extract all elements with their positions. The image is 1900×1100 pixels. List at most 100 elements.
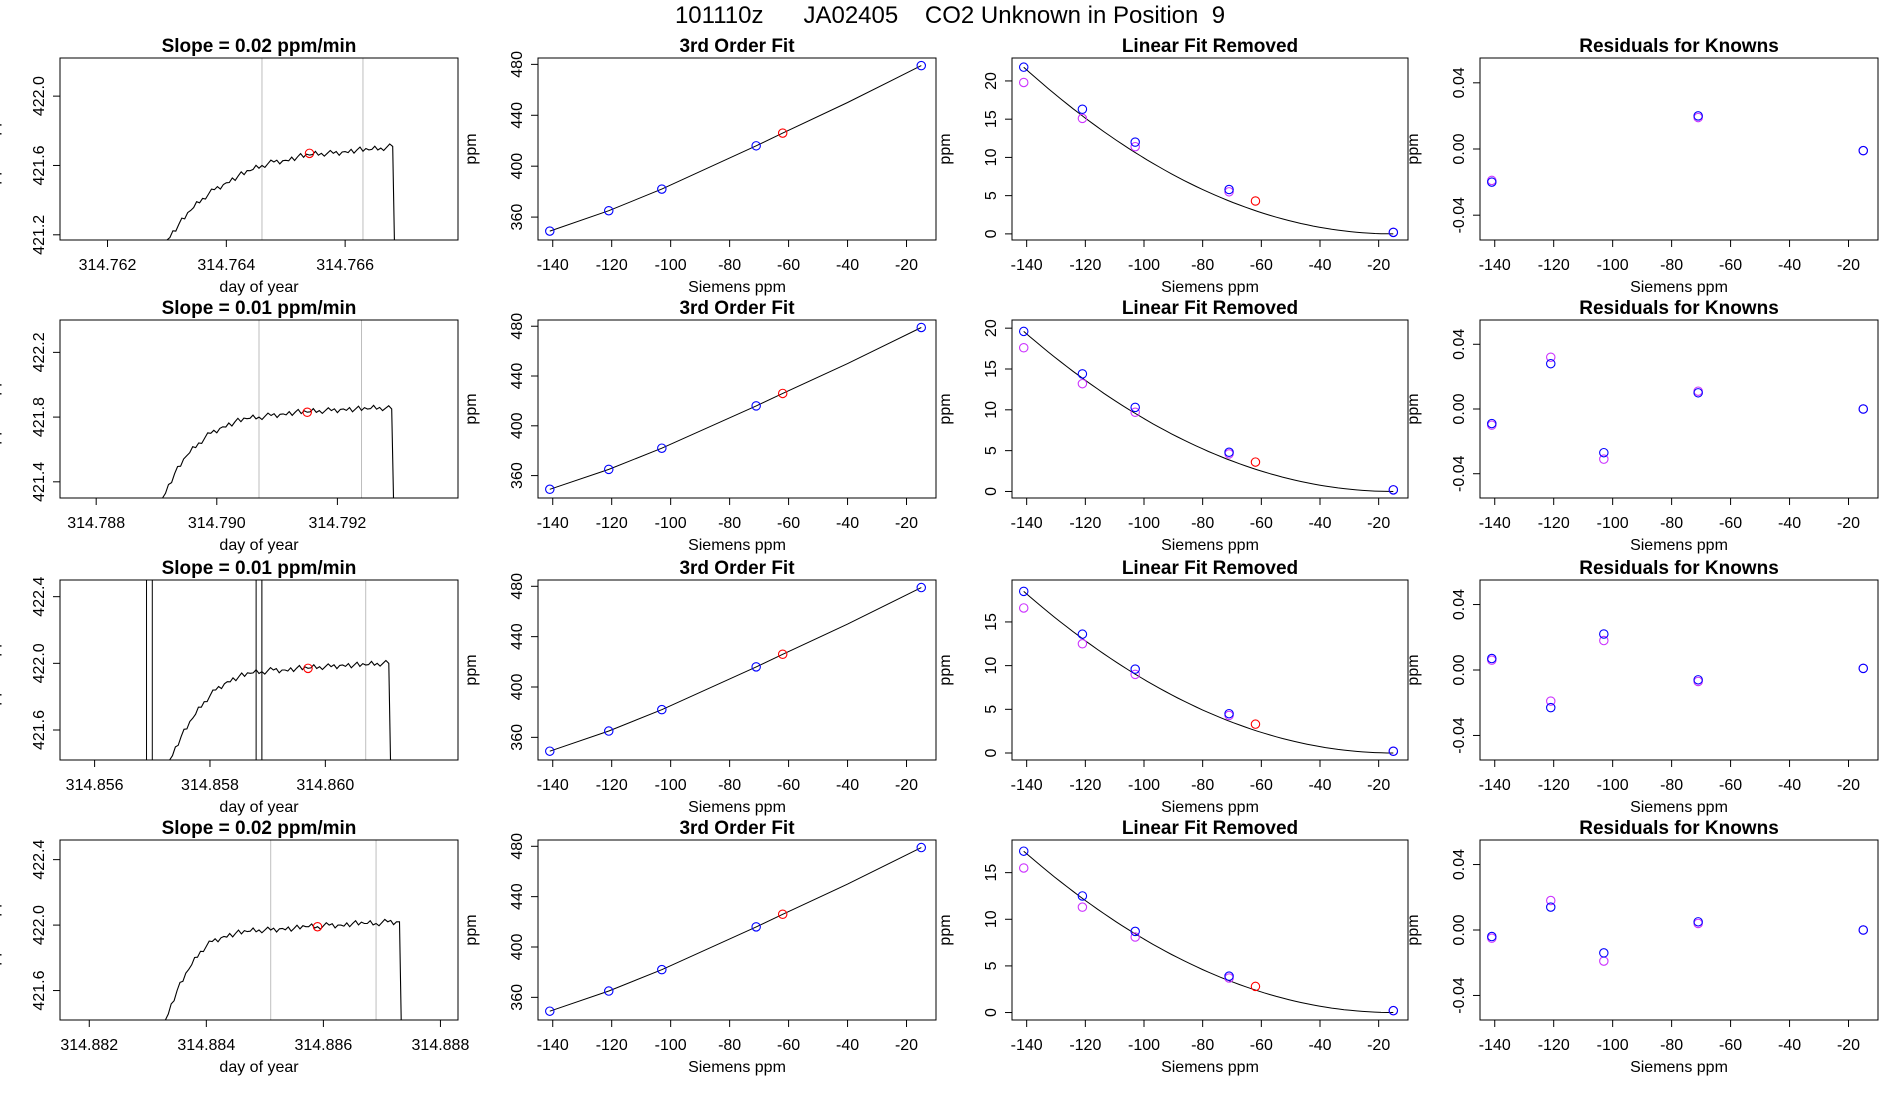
row2-resid-xtick-label: -120	[1538, 777, 1570, 794]
row1-linfit-xtick-label: -40	[1308, 515, 1331, 532]
row2-trace-xtick-label: 314.858	[181, 777, 239, 794]
known-standard-point	[1388, 1005, 1399, 1016]
row2-trace-ylabel: approx. ppm	[0, 626, 2, 715]
row1-linfit-xtick-label: -120	[1069, 515, 1101, 532]
known-standard-point-alt	[1018, 77, 1029, 88]
row3-linfit-title: Linear Fit Removed	[1122, 818, 1298, 839]
row3-cal-ytick-label: 400	[509, 934, 526, 961]
known-standard-point-alt	[1077, 902, 1088, 912]
row1-linfit-ytick-label: 15	[983, 360, 1000, 378]
row3-linfit-xtick-label: -20	[1367, 1037, 1390, 1054]
row0-cal-ytick-label: 480	[509, 51, 526, 78]
known-standard-point-alt	[1130, 407, 1140, 418]
row2-linfit-ytick-label: 10	[983, 657, 1000, 675]
residual-point	[1858, 663, 1869, 674]
row1-cal-frame	[537, 319, 937, 499]
row1-resid-xtick-label: -140	[1479, 515, 1511, 532]
row3-cal-xtick-label: -120	[596, 1037, 628, 1054]
row2-linfit-ytick-label: 0	[983, 748, 1000, 757]
row2-cal-xlabel: Siemens ppm	[688, 799, 786, 816]
known-standard-point	[1077, 891, 1088, 901]
row1-cal-xtick-label: -40	[836, 515, 859, 532]
known-standard-point-alt	[1130, 669, 1140, 680]
known-standard-point	[604, 464, 614, 475]
row1-resid-frame	[1479, 319, 1879, 499]
row1-linfit-xtick-label: -60	[1250, 515, 1273, 532]
fit-curve	[549, 587, 922, 752]
row1-cal-xtick-label: -140	[537, 515, 569, 532]
row3-cal-ylabel: ppm	[463, 914, 480, 945]
fit-curve	[1023, 850, 1394, 1013]
row2-linfit-xtick-label: -100	[1128, 777, 1160, 794]
row2-trace-xtick-label: 314.856	[66, 777, 124, 794]
row3-cal-plot-area	[545, 842, 927, 1016]
row1-trace-ytick-label: 421.4	[31, 462, 48, 502]
fit-curve	[549, 847, 922, 1012]
known-standard-point	[751, 141, 761, 151]
residual-point	[1599, 629, 1609, 639]
residual-point	[1693, 388, 1703, 398]
row0-resid-xtick-label: -40	[1778, 257, 1801, 274]
known-standard-point	[657, 443, 667, 453]
row1-cal-xtick-label: -60	[777, 515, 800, 532]
row1-cal-ylabel: ppm	[463, 393, 480, 424]
row0-linfit-xlabel: Siemens ppm	[1161, 279, 1259, 296]
row0-cal-ylabel: ppm	[463, 133, 480, 164]
row3-linfit-xtick-label: -40	[1308, 1037, 1331, 1054]
row1-cal-title: 3rd Order Fit	[679, 298, 795, 319]
row2-resid-xlabel: Siemens ppm	[1630, 799, 1728, 816]
row2-cal-xtick-label: -100	[655, 777, 687, 794]
row0-linfit-panel: Linear Fit Removed Siemens ppm ppm -140 -120…	[937, 36, 1409, 296]
row1-resid-plot-area	[1487, 352, 1869, 464]
residual-point	[1693, 111, 1703, 121]
row3-linfit-xtick-label: -120	[1069, 1037, 1101, 1054]
row2-linfit-xtick-label: -80	[1191, 777, 1214, 794]
row3-cal-xtick-label: -140	[537, 1037, 569, 1054]
row0-trace-xlabel: day of year	[219, 279, 299, 296]
row0-linfit-ytick-label: 10	[983, 148, 1000, 166]
mean-marker	[304, 148, 315, 159]
row3-resid-xtick-label: -20	[1837, 1037, 1860, 1054]
row2-cal-panel: 3rd Order Fit Siemens ppm ppm -140 -120 -100 -…	[463, 558, 937, 816]
row2-trace-xtick-label: 314.860	[296, 777, 354, 794]
row2-linfit-frame	[1011, 579, 1409, 761]
row0-cal-xtick-label: -80	[718, 257, 741, 274]
row2-linfit-xlabel: Siemens ppm	[1161, 799, 1259, 816]
row1-resid-ytick-label: -0.04	[1451, 455, 1468, 492]
row3-cal-xtick-label: -20	[895, 1037, 918, 1054]
row1-linfit-xtick-label: -20	[1367, 515, 1390, 532]
row2-cal-xtick-label: -120	[596, 777, 628, 794]
known-standard-point-alt	[1130, 932, 1140, 942]
known-standard-point-alt	[1018, 343, 1029, 353]
row3-linfit-xtick-label: -140	[1011, 1037, 1043, 1054]
row1-cal-xtick-label: -80	[718, 515, 741, 532]
row1-trace-plot-area	[162, 320, 395, 498]
row1-resid-xlabel: Siemens ppm	[1630, 537, 1728, 554]
concentration-trace	[162, 404, 395, 498]
row3-resid-xtick-label: -80	[1660, 1037, 1683, 1054]
row2-cal-ytick-label: 360	[509, 724, 526, 751]
known-standard-point-alt	[1130, 141, 1140, 152]
known-standard-point-alt	[1077, 639, 1088, 649]
row3-linfit-ytick-label: 10	[983, 910, 1000, 928]
row1-linfit-frame	[1011, 319, 1409, 499]
fit-curve	[1023, 331, 1394, 492]
row3-resid-xtick-label: -140	[1479, 1037, 1511, 1054]
row2-cal-ytick-label: 400	[509, 674, 526, 701]
row2-resid-ylabel: ppm	[1405, 654, 1422, 685]
mean-marker	[312, 921, 323, 932]
fit-curve	[549, 327, 922, 490]
row2-linfit-xtick-label: -120	[1069, 777, 1101, 794]
known-standard-point	[657, 184, 667, 194]
row0-cal-xtick-label: -20	[895, 257, 918, 274]
known-standard-point	[916, 322, 927, 333]
row2-cal-xtick-label: -40	[836, 777, 859, 794]
residual-point	[1599, 447, 1609, 458]
row3-resid-xtick-label: -100	[1597, 1037, 1629, 1054]
row1-linfit-ytick-label: 5	[983, 446, 1000, 455]
row2-resid-plot-area	[1487, 629, 1869, 713]
known-standard-point	[545, 484, 555, 495]
row3-cal-xlabel: Siemens ppm	[688, 1059, 786, 1076]
known-standard-point-alt	[1018, 603, 1029, 613]
row2-cal-ytick-label: 480	[509, 573, 526, 600]
